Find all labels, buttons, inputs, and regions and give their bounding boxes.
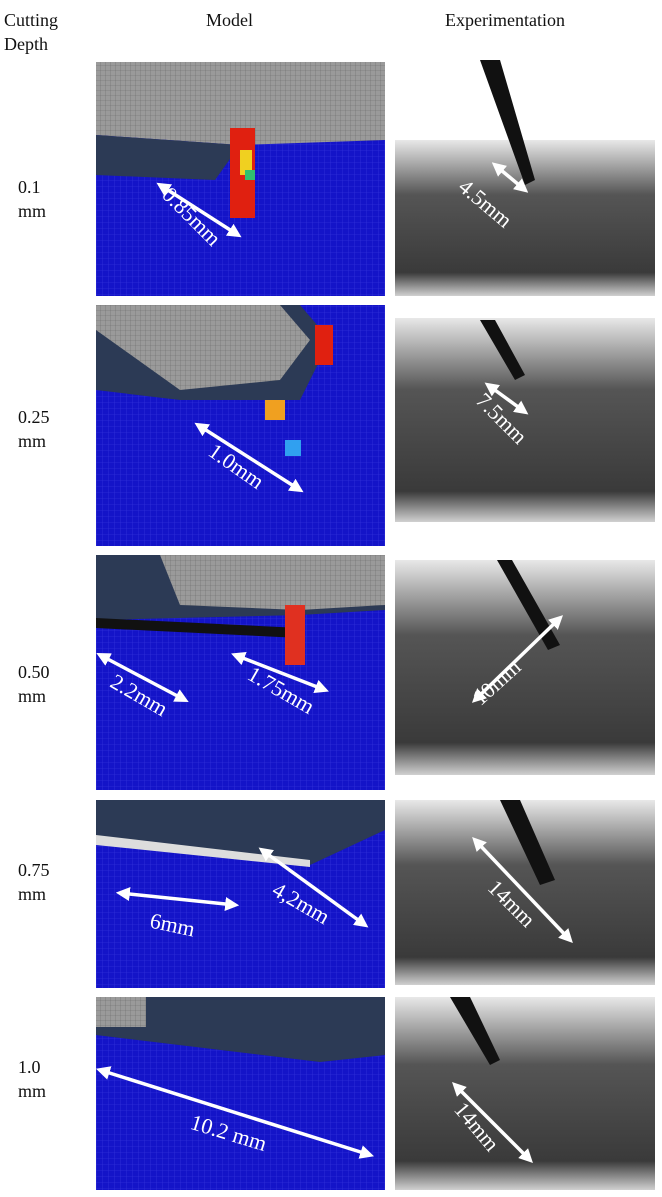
column-header: Model (206, 8, 253, 32)
depth-label: 0.1 mm (18, 175, 60, 223)
column-header: Cutting Depth (4, 8, 84, 56)
column-header: Experimentation (445, 8, 565, 32)
depth-label: 0.75 mm (18, 858, 60, 906)
depth-label: 1.0 mm (18, 1055, 60, 1103)
model-panel (96, 305, 385, 546)
model-panel (96, 62, 385, 296)
experiment-panel (395, 318, 655, 522)
depth-label: 0.50 mm (18, 660, 60, 708)
figure: 0.85mm 4.5mm 1.0mm 7.5mm 2.2mm 1.75mm 10… (0, 0, 662, 1197)
experiment-panel (395, 60, 655, 296)
depth-label: 0.25 mm (18, 405, 60, 453)
experiment-panel (395, 997, 655, 1190)
model-panel (96, 555, 385, 790)
model-panel (96, 997, 385, 1190)
experiment-panel (395, 560, 655, 775)
panels: 0.85mm 4.5mm 1.0mm 7.5mm 2.2mm 1.75mm 10… (0, 0, 662, 1197)
